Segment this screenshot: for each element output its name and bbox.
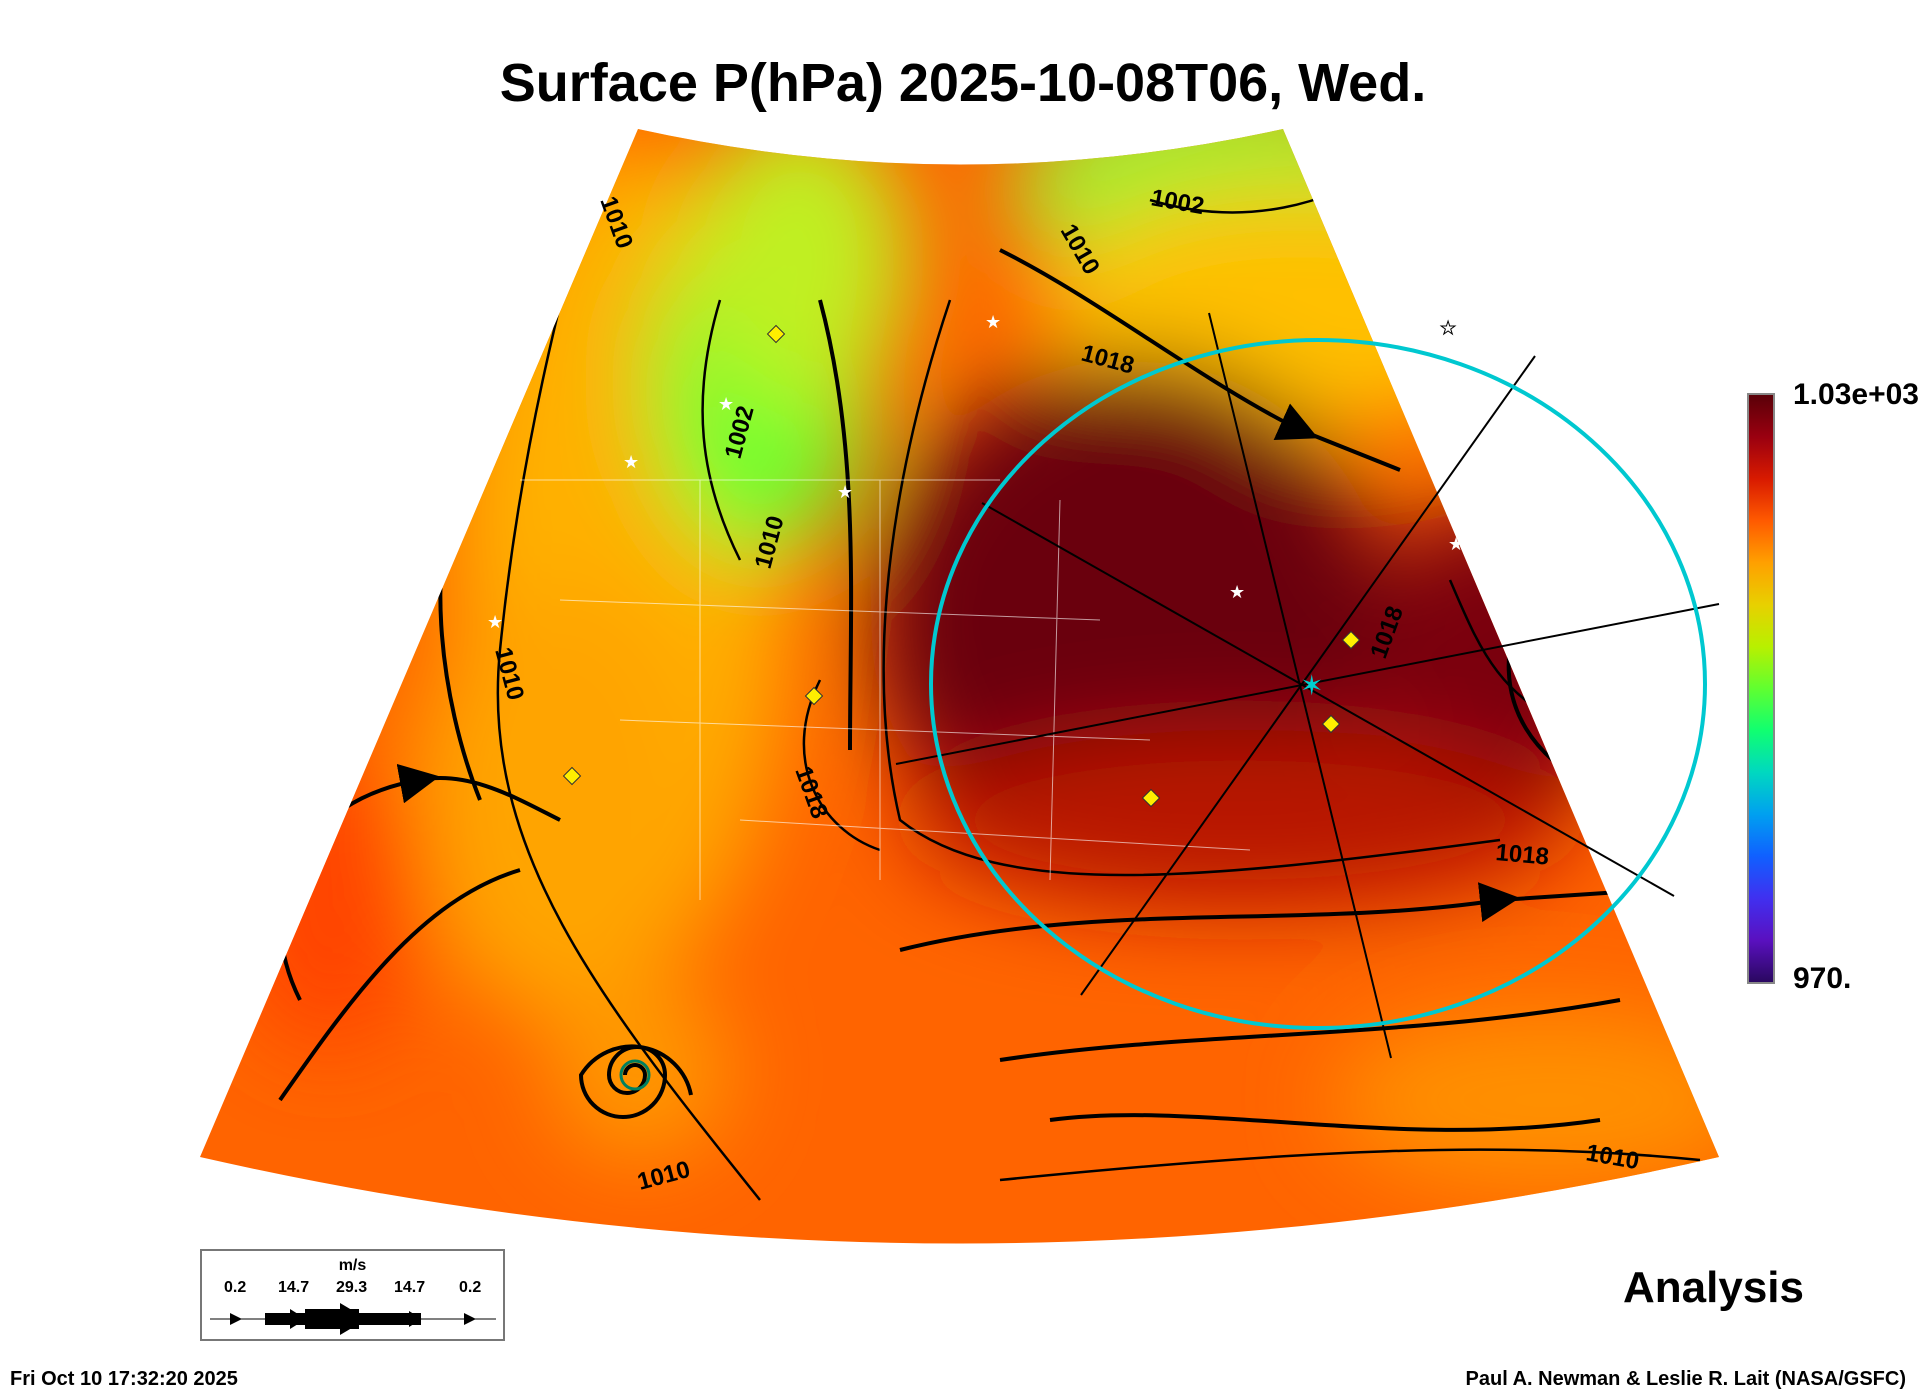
- legend-value: 0.2: [224, 1279, 247, 1296]
- colorbar: [1747, 393, 1775, 984]
- star-icon: ★: [1229, 582, 1245, 602]
- wind-legend: m/s 0.2 14.7 29.3 14.7 0.2: [200, 1249, 505, 1341]
- legend-value: 0.2: [459, 1279, 482, 1296]
- star-icon: ★: [1440, 318, 1456, 338]
- diamond-icon: [766, 324, 786, 344]
- boundaries: [520, 479, 1251, 900]
- chart-title: Surface P(hPa) 2025-10-08T06, Wed.: [499, 53, 1427, 113]
- star-icon: ★: [1448, 534, 1464, 554]
- wind-arrow-scale: [210, 1303, 496, 1335]
- diamond-icon: [804, 686, 824, 706]
- analysis-label: Analysis: [1623, 1263, 1804, 1312]
- diamond-icon: [1141, 788, 1161, 808]
- star-markers: ★ ★ ★ ★ ★ ★ ★ ★: [487, 312, 1464, 632]
- legend-value: 29.3: [336, 1279, 368, 1296]
- map-sector: [200, 129, 1719, 1244]
- legend-value: 14.7: [278, 1279, 310, 1296]
- hurricane: [578, 1044, 693, 1119]
- legend-unit: m/s: [338, 1257, 367, 1274]
- colorbar-min-label: 970.: [1793, 962, 1852, 995]
- legend-value: 14.7: [394, 1279, 426, 1296]
- star-icon: ★: [985, 312, 1001, 332]
- star-icon: ★: [623, 452, 639, 472]
- star-icon: ★: [487, 612, 503, 632]
- star-icon: ★: [837, 482, 853, 502]
- trajectory-lines: [895, 312, 1720, 1059]
- center-star-icon: ✶: [1300, 670, 1323, 701]
- colorbar-max-label: 1.03e+03: [1793, 378, 1919, 411]
- footer-credit: Paul A. Newman & Leslie R. Lait (NASA/GS…: [1465, 1368, 1906, 1390]
- diamond-icon: [1321, 714, 1341, 734]
- contour-label: 1018: [1494, 839, 1550, 871]
- station-markers: [562, 324, 1361, 808]
- diamond-icon: [562, 766, 582, 786]
- diamond-icon: [1341, 630, 1361, 650]
- footer-timestamp: Fri Oct 10 17:32:20 2025: [10, 1368, 238, 1390]
- range-circle: [929, 338, 1707, 1030]
- star-icon: ★: [718, 394, 734, 414]
